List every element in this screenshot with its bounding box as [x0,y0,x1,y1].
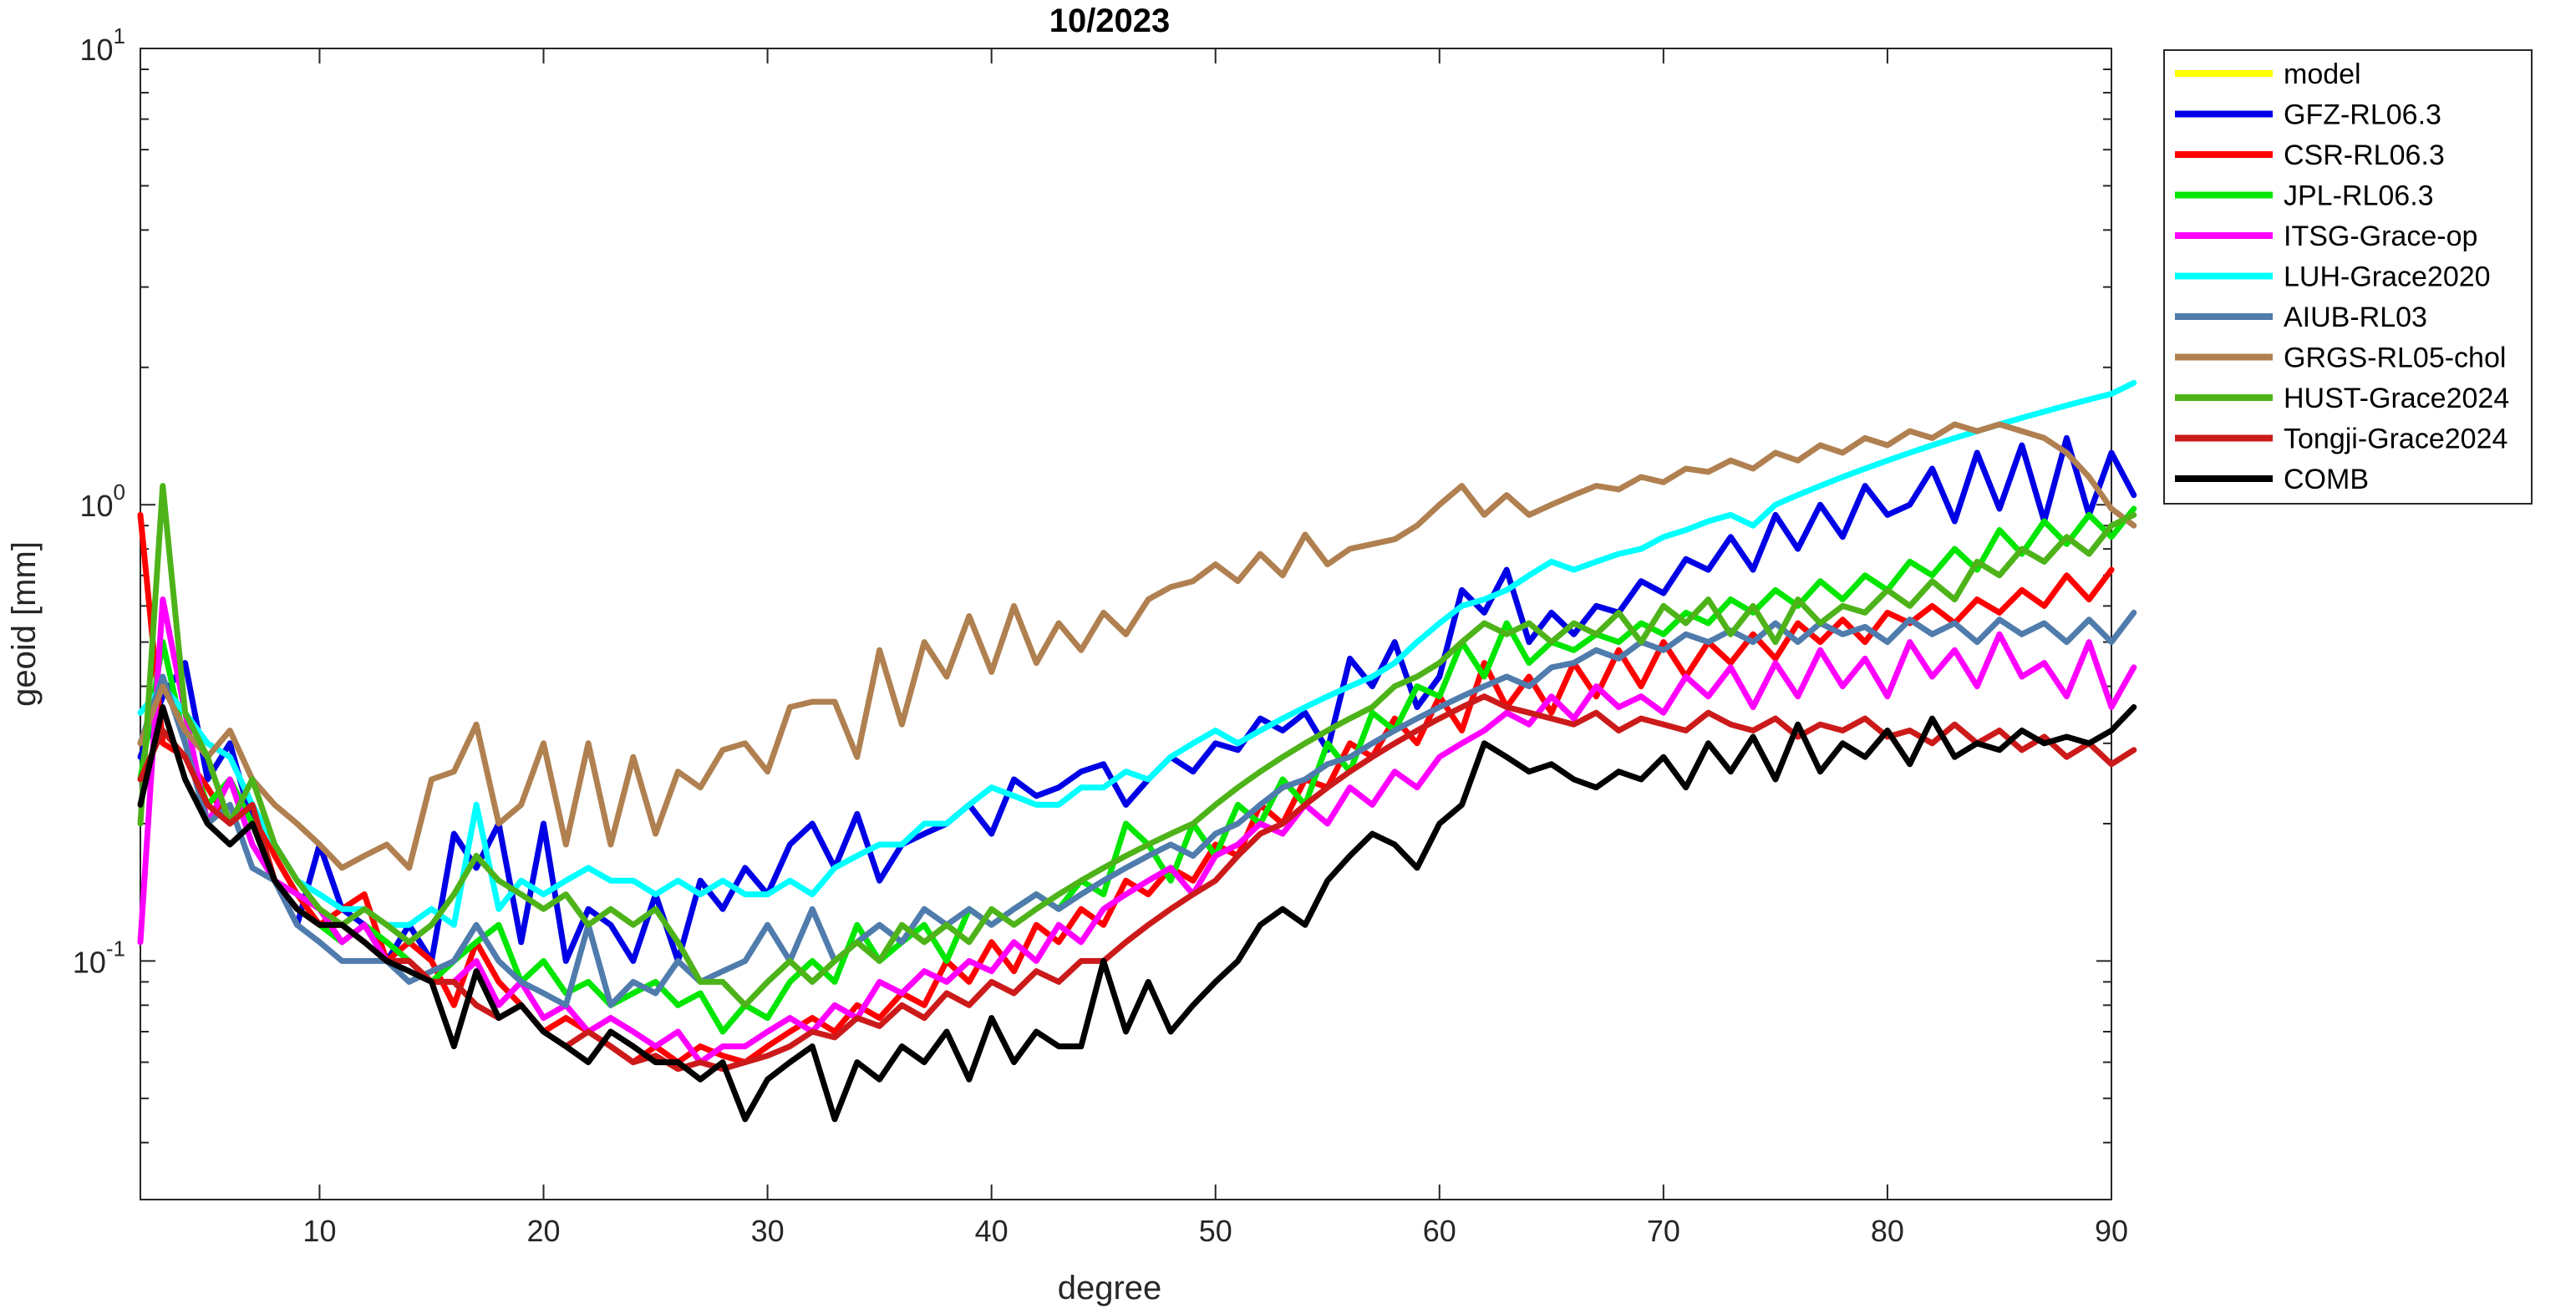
x-tick-label: 80 [1871,1214,1904,1248]
chart-title: 10/2023 [1049,3,1171,39]
legend-label: HUST-Grace2024 [2284,383,2509,414]
legend-label: GRGS-RL05-chol [2284,342,2506,374]
x-tick-label: 30 [751,1214,785,1248]
legend: model GFZ-RL06.3 CSR-RL06.3 JPL-RL06.3 ITSG-… [2163,49,2533,505]
y-tick-label: 10-1 [73,936,125,979]
legend-label: COMB [2284,464,2369,495]
legend-label: LUH-Grace2020 [2284,261,2491,293]
x-tick-label: 40 [975,1214,1009,1248]
y-tick-label: 100 [79,479,125,523]
series-line [137,704,2137,1123]
axis-ticks: 10 20 30 40 50 60 70 80 90 101 100 10-1 [73,23,2128,1248]
series-line [137,609,2137,1008]
series-lines [137,379,2137,1123]
y-tick-label: 101 [79,23,125,67]
x-tick-label: 70 [1647,1214,1680,1248]
x-tick-label: 50 [1199,1214,1232,1248]
legend-label: GFZ-RL06.3 [2284,99,2441,131]
series-line [137,483,2137,1008]
legend-label: model [2284,58,2361,90]
series-line [137,596,2137,1066]
x-tick-label: 60 [1423,1214,1456,1248]
x-tick-label: 20 [526,1214,560,1248]
x-axis-label: degree [1058,1270,1162,1306]
legend-label: ITSG-Grace-op [2284,221,2477,252]
x-tick-label: 10 [302,1214,336,1248]
x-tick-label: 90 [2095,1214,2128,1248]
legend-label: JPL-RL06.3 [2284,180,2434,212]
legend-label: CSR-RL06.3 [2284,140,2445,171]
legend-label: AIUB-RL03 [2284,302,2427,333]
series-line [137,511,2115,1066]
series-line [137,379,2137,928]
y-axis-label: geoid [mm] [6,541,43,707]
series-line [137,421,2137,871]
legend-label: Tongji-Grace2024 [2284,424,2507,455]
